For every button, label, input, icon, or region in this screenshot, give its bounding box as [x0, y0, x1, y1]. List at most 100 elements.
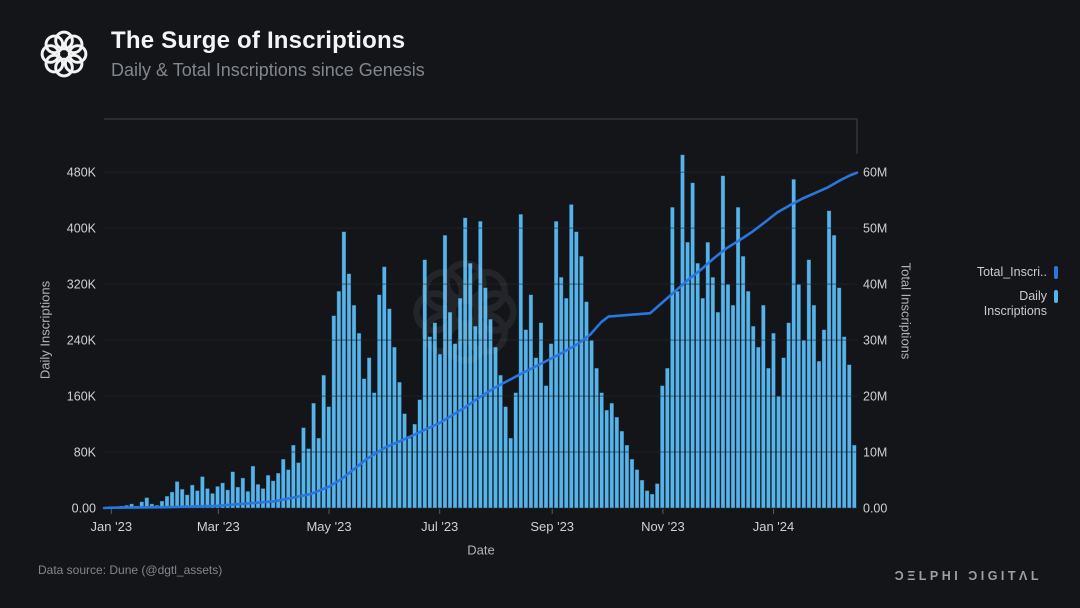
y-right-tick-label: 20M — [863, 390, 887, 404]
daily-inscriptions-bar — [361, 378, 367, 509]
daily-inscriptions-bar — [346, 273, 352, 509]
daily-inscriptions-bar — [740, 255, 746, 509]
daily-inscriptions-bar — [604, 409, 610, 509]
daily-inscriptions-bar — [442, 234, 448, 509]
daily-inscriptions-bar — [518, 213, 524, 509]
daily-inscriptions-bar — [791, 178, 797, 509]
daily-inscriptions-bar — [427, 336, 433, 509]
daily-inscriptions-bar — [356, 332, 362, 509]
daily-inscriptions-bar — [336, 290, 342, 509]
daily-inscriptions-bar — [503, 406, 509, 509]
daily-inscriptions-bar — [311, 402, 317, 509]
daily-inscriptions-bar — [265, 474, 271, 509]
daily-inscriptions-bar — [690, 182, 696, 509]
daily-inscriptions-bar — [821, 329, 827, 509]
daily-inscriptions-bar — [220, 482, 226, 509]
daily-inscriptions-bar — [331, 315, 337, 509]
x-tick-label: Jan '24 — [753, 519, 795, 534]
legend-item-daily[interactable]: Daily Inscriptions — [961, 289, 1058, 319]
daily-inscriptions-bar — [806, 259, 812, 509]
daily-inscriptions-bar — [250, 465, 256, 509]
daily-inscriptions-bar — [765, 367, 771, 509]
daily-inscriptions-bar — [584, 301, 589, 509]
daily-inscriptions-bar — [255, 483, 261, 509]
daily-inscriptions-bar — [760, 304, 766, 509]
daily-inscriptions-bar — [685, 241, 691, 509]
daily-inscriptions-bar — [245, 490, 251, 509]
daily-inscriptions-bar — [589, 339, 595, 509]
daily-inscriptions-bar — [669, 206, 675, 509]
daily-inscriptions-bar — [376, 294, 382, 509]
daily-inscriptions-bar — [467, 262, 473, 509]
y-left-tick-label: 480K — [67, 166, 97, 180]
daily-inscriptions-bar — [204, 488, 210, 509]
x-tick-label: Mar '23 — [197, 519, 240, 534]
daily-inscriptions-bar — [533, 357, 539, 509]
x-axis-title: Date — [467, 542, 495, 558]
page-subtitle: Daily & Total Inscriptions since Genesis — [111, 60, 425, 80]
daily-inscriptions-bar — [199, 476, 205, 509]
x-tick-label: Jan '23 — [91, 519, 133, 534]
daily-inscriptions-bar — [457, 297, 463, 509]
daily-inscriptions-bar — [639, 479, 645, 509]
daily-inscriptions-bar — [831, 234, 837, 509]
legend-marker-daily-icon — [1054, 290, 1058, 303]
daily-inscriptions-bar — [629, 458, 635, 509]
daily-inscriptions-bar — [169, 491, 175, 509]
legend: Total_Inscri.. Daily Inscriptions — [961, 265, 1058, 328]
daily-inscriptions-bar — [381, 266, 387, 509]
daily-inscriptions-bar — [402, 413, 408, 509]
page-title: The Surge of Inscriptions — [111, 27, 406, 54]
daily-inscriptions-bar — [184, 494, 190, 509]
daily-inscriptions-bar — [194, 490, 200, 509]
y-left-tick-label: 160K — [67, 390, 97, 404]
y-left-tick-label: 80K — [74, 446, 97, 460]
daily-inscriptions-bar — [437, 353, 443, 509]
daily-inscriptions-bar — [397, 381, 402, 509]
y-left-tick-label: 400K — [67, 222, 97, 236]
daily-inscriptions-bar — [295, 462, 301, 509]
daily-inscriptions-bar — [700, 297, 706, 509]
daily-inscriptions-bar — [715, 311, 721, 509]
daily-inscriptions-bar — [599, 392, 605, 509]
daily-inscriptions-bar — [770, 332, 776, 509]
daily-inscriptions-bar — [568, 203, 574, 509]
daily-inscriptions-bar — [240, 477, 246, 509]
daily-inscriptions-bar — [210, 492, 215, 509]
daily-inscriptions-bar — [285, 469, 291, 509]
y-right-tick-label: 40M — [863, 278, 887, 292]
daily-inscriptions-bar — [619, 430, 625, 509]
daily-inscriptions-bar — [578, 255, 584, 509]
daily-inscriptions-bar — [801, 339, 807, 509]
daily-inscriptions-bar — [493, 346, 498, 509]
daily-inscriptions-bar — [826, 210, 832, 509]
daily-inscriptions-bar — [513, 392, 519, 509]
brand-wordmark: ƆΞLPHI ƆIGITΛL — [894, 569, 1042, 583]
y-left-tick-label: 240K — [67, 334, 97, 348]
x-tick-label: May '23 — [306, 519, 351, 534]
daily-inscriptions-bar — [462, 217, 468, 509]
y-left-tick-label: 320K — [67, 278, 97, 292]
daily-inscriptions-bar — [573, 231, 579, 509]
data-source: Data source: Dune (@dgtl_assets) — [38, 563, 223, 577]
daily-inscriptions-bar — [528, 294, 534, 509]
daily-inscriptions-bar — [215, 485, 221, 509]
daily-inscriptions-bar — [664, 367, 670, 509]
daily-inscriptions-bar — [386, 308, 392, 509]
legend-label-daily: Daily Inscriptions — [983, 289, 1047, 318]
legend-item-total[interactable]: Total_Inscri.. — [961, 265, 1058, 280]
daily-inscriptions-bar — [735, 206, 741, 509]
daily-inscriptions-bar — [720, 175, 726, 509]
delphi-logo-icon — [40, 30, 88, 78]
daily-inscriptions-bar — [750, 325, 756, 509]
daily-inscriptions-bar — [230, 471, 236, 509]
daily-inscriptions-bar — [179, 488, 185, 509]
y-right-tick-label: 30M — [863, 334, 887, 348]
daily-inscriptions-bar — [558, 276, 564, 509]
x-tick-label: Sep '23 — [530, 519, 574, 534]
daily-inscriptions-bar — [674, 290, 680, 509]
daily-inscriptions-bar — [851, 444, 857, 509]
daily-inscriptions-bar — [306, 448, 312, 509]
